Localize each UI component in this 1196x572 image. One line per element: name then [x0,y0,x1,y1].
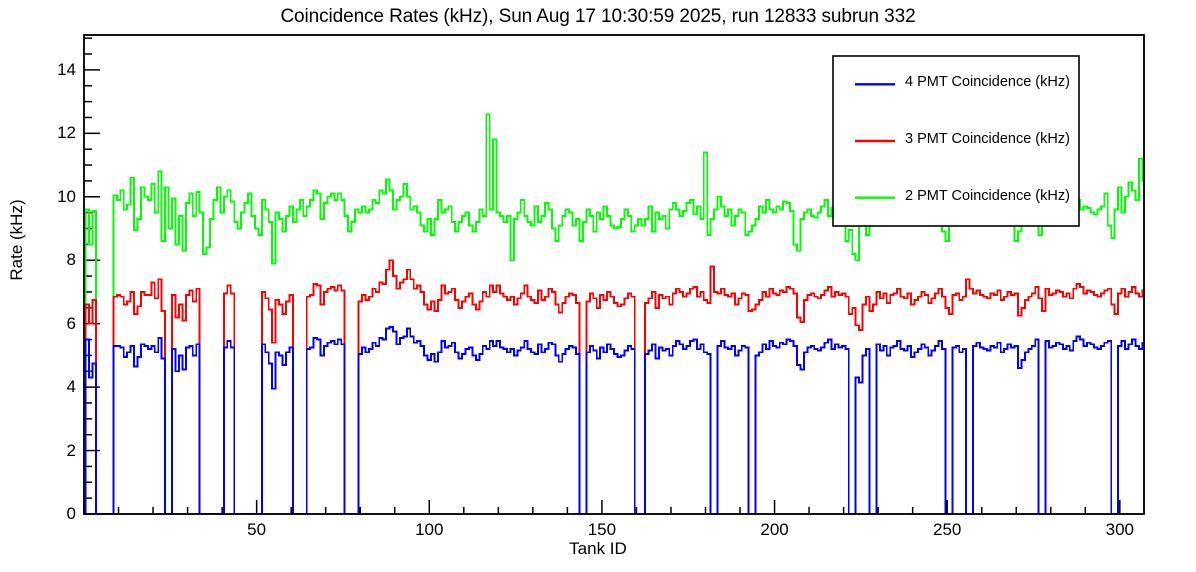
series-line-1 [84,259,1144,514]
x-tick-label: 100 [415,520,444,539]
x-tick-label: 200 [760,520,789,539]
x-tick-label: 150 [587,520,617,539]
x-axis-title: Tank ID [569,539,627,558]
series-group-0 [84,325,1144,514]
y-tick-label: 4 [66,377,76,397]
x-tick-label: 50 [247,520,267,539]
y-tick-label: 8 [66,250,76,270]
y-tick-label: 14 [57,59,76,79]
page-title: Coincidence Rates (kHz), Sun Aug 17 10:3… [280,6,916,27]
legend-label-1[interactable]: 3 PMT Coincidence (kHz) [905,131,1070,147]
y-tick-label: 6 [66,313,76,333]
legend-label-0[interactable]: 4 PMT Coincidence (kHz) [905,74,1070,91]
legend-label-2[interactable]: 2 PMT Coincidence (kHz) [905,187,1070,204]
x-tick-label: 300 [1105,520,1135,539]
series-line-0 [84,325,1144,514]
plot-frame-overlay [83,34,1145,515]
y-tick-label: 0 [66,504,76,523]
y-tick-label: 12 [57,123,76,143]
x-tick-label: 250 [933,520,962,539]
y-tick-label: 2 [66,440,76,460]
y-tick-label: 10 [57,186,76,206]
series-group-1 [84,259,1144,514]
